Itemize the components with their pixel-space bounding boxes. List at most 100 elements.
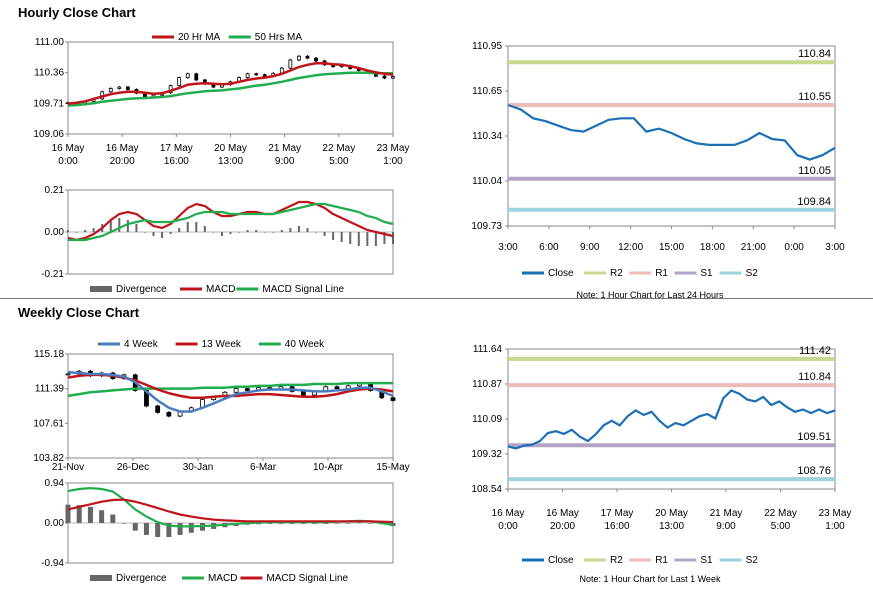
hourly-close-ytick: 109.73 [471, 221, 502, 232]
hourly-macd-ytick: 0.21 [45, 185, 65, 196]
hourly-macd-divergence-bar [92, 228, 95, 232]
weekly-macd-divergence-bar [300, 523, 306, 524]
weekly-macd-divergence-bar [312, 523, 318, 524]
weekly-price-ytick: 107.61 [33, 418, 64, 429]
weekly-price-candle-body [233, 388, 239, 393]
weekly-macd-ytick: 0.00 [45, 518, 65, 529]
hourly-price-candle-body [314, 57, 318, 62]
hourly-macd-legend-label: MACD Signal Line [262, 284, 344, 295]
weekly-price-candle-body [244, 388, 250, 391]
weekly-macd-divergence-bar [356, 522, 362, 524]
hourly-price-xtick-time: 1:00 [383, 156, 403, 167]
weekly-macd-divergence-bar [188, 523, 194, 533]
hourly-close-ytick: 110.65 [472, 86, 502, 97]
weekly-close-ytick: 110.09 [472, 414, 502, 425]
hourly-close-level-label-r1: 110.55 [798, 91, 831, 103]
weekly-price-candle-body [390, 397, 396, 401]
hourly-macd-divergence-bar [203, 226, 206, 232]
weekly-close-level-label-s2: 108.76 [797, 465, 831, 477]
hourly-macd-divergence-bar [340, 232, 343, 242]
hourly-macd-divergence-bar [238, 232, 241, 233]
hourly-price-candle-body [108, 88, 113, 93]
hourly-close-xtick: 9:00 [580, 242, 600, 253]
hourly-price-candle-body [245, 73, 250, 78]
weekly-price-legend-label: 40 Week [285, 339, 325, 350]
hourly-macd-divergence-bar [392, 232, 394, 244]
hourly-close-xtick: 6:00 [539, 242, 559, 253]
hourly-close-ytick: 110.34 [472, 131, 502, 142]
weekly-macd-divergence-bar [278, 523, 284, 524]
hourly-macd-divergence-bar [315, 232, 318, 233]
weekly-price-candle-body [334, 386, 340, 390]
hourly-macd-divergence-bar [143, 232, 146, 233]
weekly-macd-ytick: -0.94 [41, 558, 64, 569]
hourly-close-ytick: 110.95 [472, 41, 502, 52]
hourly-macd-divergence-bar [135, 224, 138, 232]
weekly-close-xtick-date: 16 May [492, 508, 525, 519]
hourly-price-candle-body [185, 73, 190, 78]
weekly-macd-divergence-bar [267, 523, 273, 524]
weekly-macd-legend-label: MACD Signal Line [266, 573, 348, 584]
weekly-close-ytick: 111.64 [473, 344, 503, 355]
hourly-close-level-label-s1: 110.05 [798, 165, 831, 177]
hourly-price-xtick-date: 22 May [322, 143, 355, 154]
weekly-macd-signal-line [67, 498, 394, 524]
hourly-macd-divergence-bar [246, 230, 249, 232]
hourly-price-candle-body [262, 74, 267, 77]
hourly-price-xtick-time: 16:00 [164, 156, 189, 167]
hourly-macd-divergence-bar [109, 220, 112, 232]
weekly-macd-divergence-bar [345, 523, 351, 524]
weekly-macd-divergence-bar [143, 523, 149, 535]
hourly-price-xtick-date: 16 May [52, 143, 85, 154]
hourly-close-legend-label: R2 [610, 268, 623, 279]
hourly-macd-divergence-bar [349, 232, 352, 244]
weekly-close-legend-label: R2 [610, 555, 623, 566]
weekly-close-xtick-date: 17 May [601, 508, 634, 519]
weekly-price-ytick: 103.82 [33, 453, 64, 464]
hourly-macd-divergence-bar [126, 220, 129, 232]
weekly-close-xtick-time: 16:00 [604, 521, 629, 532]
hourly-close-legend-label: S1 [700, 268, 713, 279]
hourly-macd-divergence-bar [297, 226, 300, 232]
hourly-close-legend-label: R1 [655, 268, 668, 279]
hourly-price-candle-body [177, 77, 182, 87]
hourly-price-candle-body [382, 75, 387, 79]
hourly-macd-divergence-bar [255, 230, 258, 232]
weekly-close-close-line [507, 389, 836, 450]
hourly-close-xtick: 3:00 [498, 242, 518, 253]
weekly-close-xtick-time: 20:00 [550, 521, 575, 532]
hourly-price-ma20-line [67, 62, 394, 105]
weekly-close-level-label-r2: 111.42 [799, 345, 831, 357]
weekly-close-xtick-date: 16 May [546, 508, 579, 519]
weekly-close-xtick-date: 21 May [710, 508, 743, 519]
hourly-close-level-label-s2: 109.84 [797, 196, 831, 208]
hourly-macd-ytick: 0.00 [45, 227, 65, 238]
weekly-price-xtick: 30-Jan [183, 462, 214, 473]
hourly-close-xtick: 3:00 [825, 242, 845, 253]
weekly-price-xtick: 15-May [376, 462, 409, 473]
hourly-macd-divergence-bar [161, 232, 164, 238]
hourly-price-frame [67, 41, 394, 135]
section-divider [0, 298, 873, 299]
hourly-macd-divergence-bar [289, 228, 292, 232]
hourly-macd-divergence-bar [280, 230, 283, 232]
weekly-close-xtick-time: 0:00 [498, 521, 518, 532]
weekly-close-legend-label: Close [548, 555, 574, 566]
hourly-price-legend-label: 50 Hrs MA [255, 32, 303, 43]
weekly-close-xtick-date: 20 May [655, 508, 688, 519]
weekly-macd-legend-label: MACD [208, 573, 237, 584]
hourly-macd-divergence-bar [383, 232, 386, 244]
weekly-close-legend-label: S1 [700, 555, 713, 566]
weekly-close-frame [507, 348, 836, 490]
hourly-close-close-line [507, 103, 836, 161]
hourly-price-ytick: 109.71 [33, 98, 64, 109]
weekly-close-legend-label: R1 [655, 555, 668, 566]
weekly-price-legend-label: 4 Week [124, 339, 159, 350]
weekly-macd-divergence-bar [289, 523, 295, 524]
hourly-macd-divergence-bar [332, 232, 335, 240]
hourly-price-xtick-date: 16 May [106, 143, 139, 154]
weekly-macd-divergence-bar [132, 523, 138, 531]
hourly-close-note: Note: 1 Hour Chart for Last 24 Hours [576, 290, 724, 300]
weekly-macd-divergence-bar [368, 523, 374, 524]
